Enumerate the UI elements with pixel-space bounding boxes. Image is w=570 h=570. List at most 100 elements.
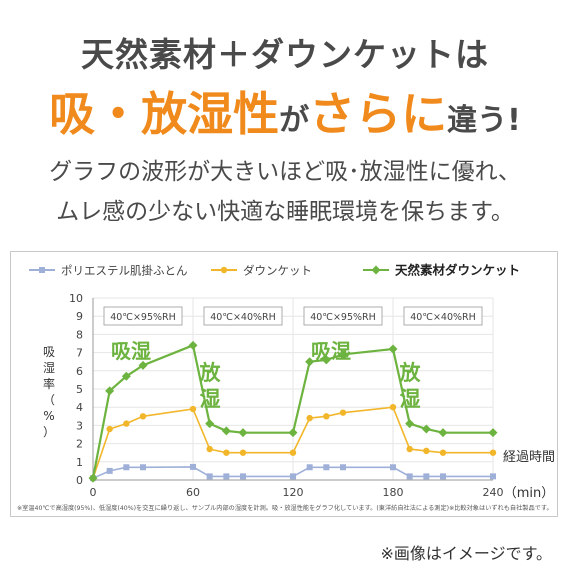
y-tick-label: 1 xyxy=(76,456,83,469)
phase-text-release-char: 放 xyxy=(199,361,222,385)
phase-condition-box xyxy=(203,306,283,326)
data-point xyxy=(423,473,430,480)
description-line1: グラフの波形が大きいほど吸･放湿性に優れ、 xyxy=(49,159,521,185)
legend-marker xyxy=(39,267,45,273)
data-point xyxy=(139,413,147,420)
legend-label: ダウンケット xyxy=(243,264,312,278)
legend-marker xyxy=(220,266,228,274)
y-tick-label: 0 xyxy=(76,474,83,487)
y-axis-label-char: 湿 xyxy=(43,360,55,375)
data-point xyxy=(238,428,248,438)
data-point xyxy=(406,473,413,480)
image-note: ※画像はイメージです。 xyxy=(380,544,553,563)
legend-label: 天然素材ダウンケット xyxy=(395,263,520,278)
y-axis-label-char: （ xyxy=(43,393,55,407)
chart-panel: ポリエステル肌掛ふとん ダウンケット 天然素材ダウンケット 40℃×95%RH 吸湿 4… xyxy=(10,251,558,517)
chart-axes: 0 1 2 3 4 5 6 7 8 9 10 0 60 120 180 240 xyxy=(69,292,504,499)
data-point xyxy=(306,464,313,471)
headline-line1: 天然素材＋ダウンケットは xyxy=(81,35,489,74)
data-point xyxy=(205,419,215,429)
data-point xyxy=(321,355,331,365)
data-point xyxy=(206,445,213,453)
y-axis-label-char: % xyxy=(43,409,54,423)
data-point xyxy=(305,357,315,367)
data-point xyxy=(189,405,197,413)
data-point xyxy=(338,349,348,359)
headline-highlight-sarani: さらに xyxy=(309,87,448,141)
headline-line2: 吸・放湿性がさらに違う! xyxy=(0,78,570,144)
data-point xyxy=(240,473,246,480)
y-tick-label: 4 xyxy=(76,401,83,414)
data-point xyxy=(423,447,430,455)
x-axis-label: 経過時間 xyxy=(503,450,555,465)
data-point xyxy=(138,360,148,370)
data-point xyxy=(389,404,397,411)
legend-label: ポリエステル肌掛ふとん xyxy=(61,264,188,278)
data-point xyxy=(105,386,115,396)
x-tick-label: 120 xyxy=(283,486,304,499)
data-point xyxy=(239,449,247,456)
chart-series xyxy=(88,340,498,483)
data-point xyxy=(489,449,497,456)
phase-text-release-char: 放 xyxy=(399,361,422,385)
data-point xyxy=(290,473,296,480)
phase-condition-box xyxy=(403,306,483,326)
data-point xyxy=(123,420,130,427)
data-point xyxy=(188,340,198,350)
y-axis-label-char: 吸 xyxy=(43,345,55,359)
chart-legend: ポリエステル肌掛ふとん ダウンケット 天然素材ダウンケット xyxy=(29,263,520,278)
data-point xyxy=(323,413,330,420)
x-tick-label: 60 xyxy=(186,486,200,499)
data-point xyxy=(390,464,396,471)
phase-condition-label: 40℃×95%RH xyxy=(310,312,376,323)
phase-condition-label: 40℃×95%RH xyxy=(110,312,176,323)
y-tick-label: 3 xyxy=(76,419,83,432)
data-point xyxy=(490,473,496,480)
y-tick-label: 7 xyxy=(76,347,83,360)
data-point xyxy=(340,464,346,471)
data-point xyxy=(106,467,113,474)
data-point xyxy=(140,464,146,471)
data-point xyxy=(206,473,213,480)
y-tick-label: 9 xyxy=(76,310,83,323)
phase-text-absorb: 吸湿 xyxy=(111,339,151,363)
data-point xyxy=(223,449,230,456)
y-axis-label-char: 率 xyxy=(43,376,55,391)
data-point xyxy=(88,473,98,483)
y-tick-label: 5 xyxy=(76,383,83,396)
phase-condition-box xyxy=(103,306,183,326)
data-point xyxy=(438,428,448,438)
phase-condition-label: 40℃×40%RH xyxy=(410,312,476,323)
data-point xyxy=(406,445,413,453)
data-point xyxy=(421,424,431,434)
data-point xyxy=(288,428,298,438)
data-point xyxy=(121,371,131,381)
legend-marker xyxy=(371,265,381,275)
data-point xyxy=(488,428,498,438)
data-point xyxy=(289,449,297,456)
x-tick-label: 0 xyxy=(90,486,97,499)
moisture-chart: ポリエステル肌掛ふとん ダウンケット 天然素材ダウンケット 40℃×95%RH 吸湿 4… xyxy=(17,263,555,513)
data-point xyxy=(323,464,330,471)
data-point xyxy=(405,419,415,429)
data-point xyxy=(221,426,231,436)
data-point xyxy=(439,449,447,456)
phase-condition-label: 40℃×40%RH xyxy=(210,312,276,323)
chart-footnote: ※室温40℃で高湿度(95%)、低湿度(40%)を交互に繰り返し、サンプル内部の… xyxy=(17,504,553,512)
y-axis-label: 吸湿率 （% ） xyxy=(43,345,55,439)
y-tick-label: 10 xyxy=(69,292,83,305)
description-line2: ムレ感の少ない快適な睡眠環境を保ちます。 xyxy=(56,199,514,225)
data-point xyxy=(190,463,196,470)
headline-end: 違う! xyxy=(447,103,521,138)
y-tick-label: 2 xyxy=(76,438,83,451)
data-point xyxy=(306,414,313,422)
headline-particle: が xyxy=(279,103,310,138)
x-tick-label: 240 xyxy=(483,486,504,499)
y-tick-label: 8 xyxy=(76,328,83,341)
data-point xyxy=(339,409,347,416)
data-point xyxy=(440,473,446,480)
y-axis-label-char: ） xyxy=(43,425,55,439)
data-point xyxy=(123,464,130,471)
phase-condition-box xyxy=(303,306,383,326)
headline-highlight: 吸・放湿性 xyxy=(49,87,280,141)
